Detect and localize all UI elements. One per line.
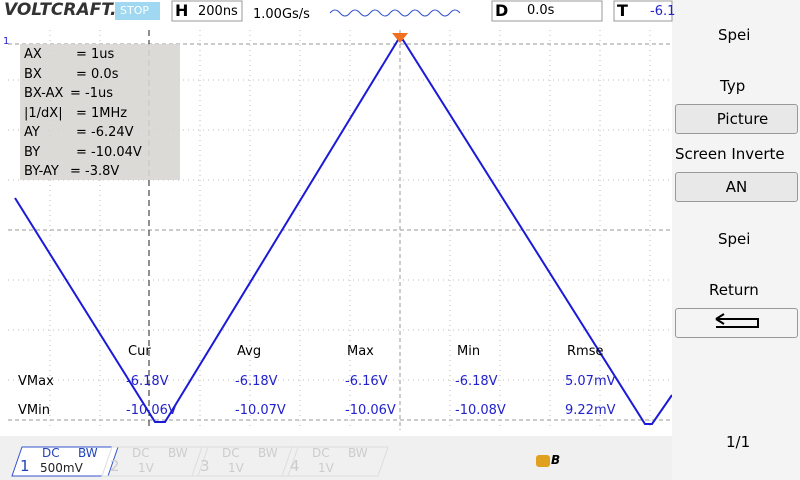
run-status: STOP [120,4,149,17]
channel-coupling: DC [222,446,240,460]
measurement-value: 5.07mV [565,374,616,389]
channel-bandwidth: BW [78,446,98,460]
measurement-value: 9.22mV [565,403,616,418]
status-icon: B [551,453,561,467]
cursor-value: = 1MHz [76,105,128,121]
button-text: AN [725,178,748,196]
cursor-label: |1/dX| [24,105,63,121]
page-indicator: 1/1 [726,433,751,451]
return-button[interactable] [675,308,798,338]
cursor-label: AX [24,47,42,62]
channel-bandwidth: BW [168,446,188,460]
channel-number[interactable]: 3 [200,457,210,475]
channel-number[interactable]: 1 [20,457,30,475]
column-header: Max [347,344,374,359]
menu-title: Spei [718,26,751,44]
menu-label: Typ [720,77,746,95]
button-text: Picture [716,110,769,128]
cursor-value: = -10.04V [76,144,142,160]
measurement-value: -6.18V [126,374,169,389]
channel-scale: 1V [228,461,244,475]
channel-coupling: DC [132,446,150,460]
cursor-value: = -1us [70,86,113,101]
channel-coupling: DC [312,446,330,460]
measurement-value: -6.16V [345,374,388,389]
channel-bandwidth: BW [258,446,278,460]
measurement-value: -10.06V [126,403,177,418]
channel-scale: 500mV [40,461,83,475]
measurement-value: -6.18V [235,374,278,389]
cursor-value: = -6.24V [76,125,134,140]
channel-number[interactable]: 2 [110,457,120,475]
sample-rate: 1.00Gs/s [253,7,310,22]
menu-label: Return [709,281,759,299]
cursor-value: = 1us [76,47,115,62]
cursor-value: = -3.8V [70,164,120,179]
column-header: Cur [128,344,151,359]
channel-coupling: DC [42,446,60,460]
channel-scale: 1V [318,461,334,475]
cursor-value: = 0.0s [76,66,119,82]
row-label: VMax [18,374,54,389]
column-header: Avg [237,344,262,359]
menu-label: Screen Inverte [675,145,785,163]
measurement-value: -10.08V [455,403,506,418]
cursor-label: AY [24,125,40,140]
channel-scale: 1V [138,461,154,475]
type-button[interactable]: Picture [675,104,798,134]
save-button[interactable]: Spei [718,230,751,248]
channel-number[interactable]: 4 [290,457,300,475]
timebase-label: H [175,1,189,20]
timebase: 200ns [198,4,238,19]
measurement-value: -10.06V [345,403,396,418]
trigger-label: T [617,1,628,20]
brand: VOLTCRAFT. [4,0,117,20]
trigger-level: -6.1 [650,4,676,19]
row-label: VMin [18,403,50,418]
measurement-value: -10.07V [235,403,286,418]
cursor-label: BX [24,66,42,82]
delay: 0.0s [527,3,555,18]
column-header: Rmse [567,344,604,359]
delay-label: D [495,1,509,20]
invert-button[interactable]: AN [675,172,798,202]
cursor-label: BX-AX [24,86,64,101]
channel-marker: 1 [3,36,10,47]
column-header: Min [457,344,481,359]
channel-bandwidth: BW [348,446,368,460]
measurement-value: -6.18V [455,374,498,389]
cursor-label: BY-AY [24,164,59,179]
cursor-label: BY [24,144,41,160]
